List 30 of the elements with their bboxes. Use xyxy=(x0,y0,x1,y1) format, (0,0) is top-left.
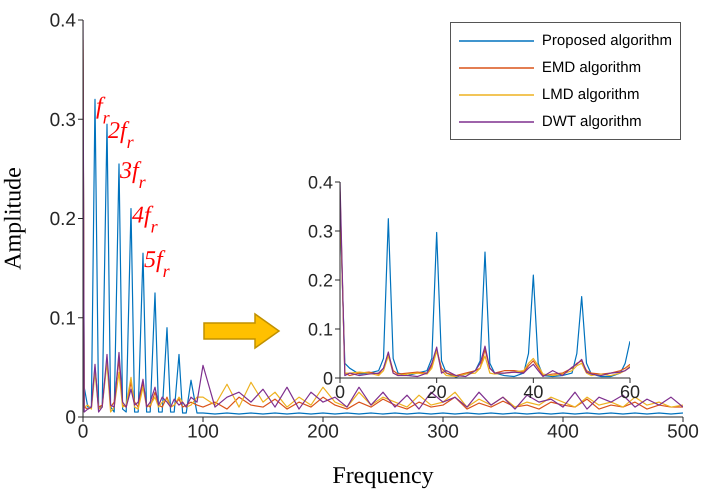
y-tick-label: 0.1 xyxy=(308,319,333,340)
x-tick-label: 0 xyxy=(334,382,346,402)
y-tick-label: 0.4 xyxy=(50,10,76,32)
x-tick-label: 500 xyxy=(667,421,699,442)
y-tick-label: 0 xyxy=(65,408,76,429)
legend-label: EMD algorithm xyxy=(542,59,642,76)
legend-label: DWT algorithm xyxy=(542,113,642,130)
x-tick-label: 300 xyxy=(427,421,459,442)
y-tick-label: 0 xyxy=(322,368,333,388)
annotation: f$_{r}$ xyxy=(96,93,111,128)
x-axis-title: Frequency xyxy=(332,463,434,489)
legend-label: Proposed algorithm xyxy=(542,32,672,49)
y-tick-label: 0.2 xyxy=(50,209,76,230)
y-tick-label: 0.4 xyxy=(308,172,333,192)
annotation: 2f$_{r}$ xyxy=(108,118,135,152)
legend-label: LMD algorithm xyxy=(542,86,640,103)
y-axis-title: Amplitude xyxy=(0,167,27,270)
x-tick-label: 200 xyxy=(307,421,339,442)
x-tick-label: 60 xyxy=(620,382,640,402)
annotation: 4f$_{r}$ xyxy=(132,202,159,237)
x-tick-label: 20 xyxy=(426,382,447,402)
x-tick-label: 100 xyxy=(187,421,219,442)
annotation: 3f$_{r}$ xyxy=(119,158,147,192)
y-tick-label: 0.1 xyxy=(50,308,76,330)
y-tick-label: 0.3 xyxy=(308,221,333,242)
annotation: 5f$_{r}$ xyxy=(144,247,171,282)
x-tick-label: 40 xyxy=(523,382,544,402)
x-tick-label: 400 xyxy=(547,421,579,442)
y-tick-label: 0.2 xyxy=(308,270,333,290)
y-tick-label: 0.3 xyxy=(50,110,76,131)
